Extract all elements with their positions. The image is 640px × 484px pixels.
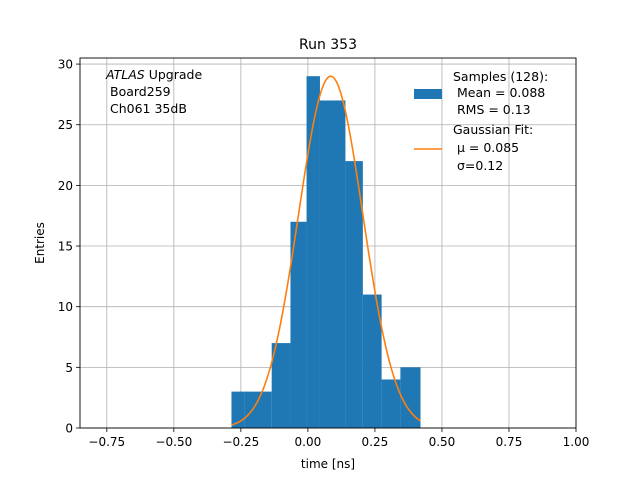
histogram-bar (290, 221, 307, 428)
x-tick-label: −0.50 (155, 435, 192, 449)
histogram-bar (400, 367, 421, 428)
histogram-bars (231, 76, 421, 429)
y-tick-label: 25 (58, 118, 73, 132)
legend: Samples (128): Mean = 0.088 RMS = 0.13 G… (414, 69, 548, 173)
histogram-bar (319, 100, 346, 428)
y-tick-label: 10 (58, 300, 73, 314)
histogram-bar (244, 391, 272, 428)
histogram-bar (345, 161, 363, 429)
x-tick-label: 0.00 (295, 435, 322, 449)
y-axis-label: Entries (33, 222, 47, 264)
legend-histogram-line-2: Mean = 0.088 (453, 85, 545, 100)
legend-fit-line-3: σ=0.12 (453, 158, 503, 173)
y-tick-label: 5 (65, 361, 73, 375)
board-label: Board259 (110, 84, 171, 99)
legend-histogram-swatch (414, 89, 442, 99)
legend-fit-line-1: Gaussian Fit: (453, 122, 533, 137)
legend-histogram-line-1: Samples (128): (453, 69, 548, 84)
y-tick-label: 20 (58, 179, 73, 193)
gaussian-fit-curve (231, 75, 421, 426)
plot-area (79, 57, 577, 429)
x-tick-label: −0.25 (222, 435, 259, 449)
x-tick-label: −0.75 (88, 435, 125, 449)
x-axis-label: time [ns] (301, 457, 355, 471)
x-axis-ticks: −0.75 −0.50 −0.25 0.00 0.25 0.50 0.75 1.00 (88, 428, 589, 449)
histogram-bar (306, 76, 320, 429)
histogram-bar (381, 379, 401, 428)
x-tick-label: 0.50 (429, 435, 456, 449)
histogram-bar (362, 294, 382, 428)
chart-title: Run 353 (299, 37, 357, 53)
atlas-label: ATLAS (105, 67, 145, 82)
atlas-annotation: ATLAS Upgrade Board259 Ch061 35dB (105, 67, 202, 116)
histogram-bar (231, 391, 245, 428)
y-tick-label: 30 (58, 58, 73, 72)
x-tick-label: 0.25 (362, 435, 389, 449)
svg-text:ATLAS Upgrade: ATLAS Upgrade (105, 67, 202, 82)
y-tick-label: 15 (58, 240, 73, 254)
legend-histogram-line-3: RMS = 0.13 (453, 102, 531, 117)
x-tick-label: 1.00 (563, 435, 590, 449)
plot-frame (79, 57, 577, 429)
legend-fit-line-2: μ = 0.085 (453, 140, 519, 155)
y-axis-ticks: 0 5 10 15 20 25 30 (58, 58, 80, 436)
x-tick-label: 0.75 (496, 435, 523, 449)
channel-label: Ch061 35dB (110, 101, 187, 116)
upgrade-label: Upgrade (145, 67, 203, 82)
y-tick-label: 0 (65, 422, 73, 436)
histogram-bar (271, 343, 291, 428)
